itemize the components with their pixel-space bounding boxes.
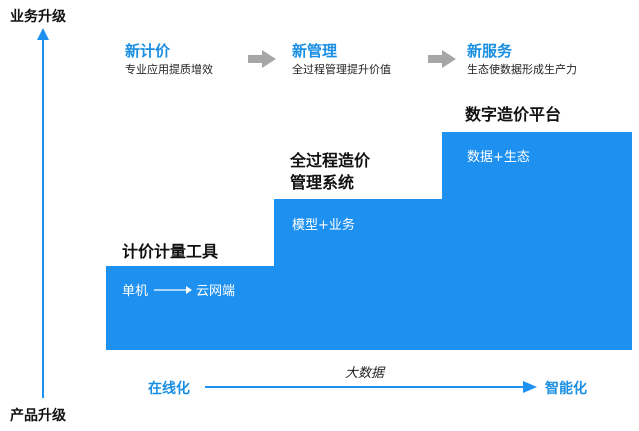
stage-2-name: 新管理: [292, 40, 391, 61]
stage-3-name: 新服务: [467, 40, 577, 61]
bottom-right-label: 智能化: [545, 378, 587, 398]
step-2-title: 全过程造价 管理系统: [290, 150, 370, 194]
stage-1-desc: 专业应用提质增效: [125, 61, 213, 77]
bottom-middle-label: 大数据: [345, 362, 384, 381]
stage-1-name: 新计价: [125, 40, 213, 61]
stage-arrow-1: [248, 50, 276, 68]
stage-2-desc: 全过程管理提升价值: [292, 61, 391, 77]
stage-3: 新服务 生态使数据形成生产力: [467, 40, 577, 77]
arrow-right-icon: [152, 285, 192, 295]
step-1-caption-right: 云网端: [196, 280, 235, 299]
horizontal-axis-arrow: [205, 380, 537, 394]
step-3-title: 数字造价平台: [465, 104, 561, 126]
stage-3-desc: 生态使数据形成生产力: [467, 61, 577, 77]
stage-1: 新计价 专业应用提质增效: [125, 40, 213, 77]
step-1-title: 计价计量工具: [122, 241, 218, 263]
vertical-axis-arrow: [36, 28, 50, 398]
step-2-title-line1: 全过程造价: [290, 150, 370, 172]
step-1-caption: 单机 云网端: [122, 280, 235, 299]
top-axis-label: 业务升级: [10, 6, 66, 26]
step-1-block: [106, 266, 276, 350]
step-1-caption-left: 单机: [122, 280, 148, 299]
step-2-title-line2: 管理系统: [290, 172, 370, 194]
stage-2: 新管理 全过程管理提升价值: [292, 40, 391, 77]
step-2-caption: 模型+业务: [292, 214, 355, 233]
stage-arrow-2: [428, 50, 456, 68]
bottom-axis-label: 产品升级: [10, 405, 66, 425]
bottom-left-label: 在线化: [148, 378, 190, 398]
step-3-caption: 数据+生态: [467, 146, 530, 165]
